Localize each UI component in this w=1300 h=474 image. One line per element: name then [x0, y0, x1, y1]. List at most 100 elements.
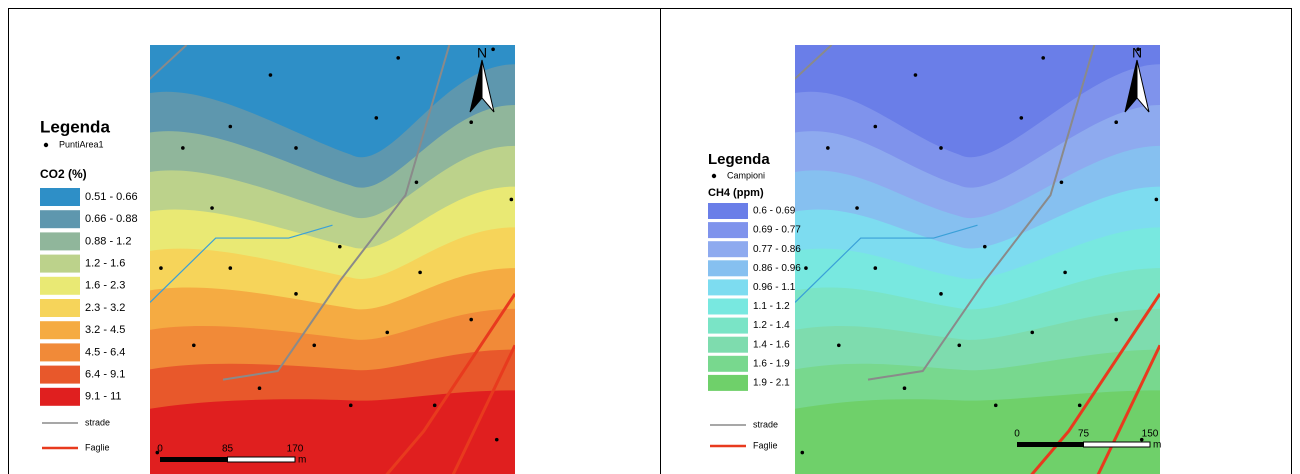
legend-swatch [40, 299, 80, 317]
scale-bar [227, 456, 296, 463]
legend-label: 1.2 - 1.6 [85, 258, 125, 270]
sample-point [396, 56, 401, 60]
sample-point [414, 180, 419, 185]
legend-swatch [708, 298, 748, 315]
scale-label: 0 [157, 444, 163, 455]
legend-title: Legenda [40, 117, 110, 136]
legend-swatch [40, 188, 80, 206]
sample-point [1114, 317, 1118, 322]
legend-label: 1.9 - 2.1 [753, 378, 790, 389]
scale-bar [1017, 442, 1084, 447]
north-label: N [1132, 45, 1142, 61]
sample-point [494, 437, 499, 442]
sample-point [873, 124, 878, 129]
sample-point [491, 47, 495, 52]
sample-point [469, 120, 474, 125]
sample-point [385, 330, 390, 335]
legend-label: 1.1 - 1.2 [753, 301, 790, 312]
contour-band [150, 45, 515, 158]
legend-swatch [40, 232, 80, 251]
sample-point [348, 403, 353, 408]
legend-swatch [708, 203, 748, 219]
sample-point [913, 73, 918, 77]
legend-road-label: strade [85, 417, 110, 427]
sample-point [1114, 120, 1118, 125]
map [150, 45, 515, 474]
sample-point [1063, 270, 1067, 275]
sample-point [228, 266, 233, 270]
legend-swatch [40, 387, 80, 406]
road [795, 45, 833, 81]
stream [150, 224, 333, 303]
north-arrow [1124, 59, 1138, 113]
sample-point [338, 244, 342, 249]
sample-point [1041, 56, 1045, 60]
fault [1096, 344, 1160, 474]
sample-point [1030, 330, 1035, 335]
legend-swatch [708, 355, 748, 372]
legend-label: 1.6 - 2.3 [85, 280, 125, 292]
legend-swatch [708, 279, 748, 296]
legend-swatch [708, 374, 748, 391]
sample-point [294, 146, 298, 150]
legend-label: 9.1 - 11 [85, 391, 122, 403]
legend-fault-label: Faglie [85, 442, 110, 452]
legend-swatch [708, 336, 748, 353]
legend-point-label: PuntiArea1 [59, 139, 104, 149]
frame [8, 8, 1292, 474]
scale-label: 170 [287, 444, 304, 455]
scale-label: 0 [1014, 429, 1020, 440]
sample-point [192, 343, 196, 348]
sample-point [210, 206, 214, 210]
sample-point [312, 343, 317, 348]
scale-bar [160, 457, 228, 462]
legend-swatch [40, 343, 80, 362]
sample-point [939, 146, 943, 150]
scale-unit: m [298, 455, 306, 466]
legend-label: 0.6 - 0.69 [753, 206, 796, 217]
sample-point [1077, 403, 1082, 408]
legend-swatch [40, 254, 80, 273]
sample-point [1139, 437, 1144, 442]
sample-point [1154, 197, 1159, 202]
legend-road-label: strade [753, 419, 778, 429]
north-arrow [469, 59, 483, 113]
scale-unit: m [1153, 440, 1161, 451]
road [867, 45, 1096, 381]
legend-label: 1.6 - 1.9 [753, 358, 790, 369]
legend-label: 1.2 - 1.4 [753, 320, 790, 331]
legend-label: 2.3 - 3.2 [85, 302, 125, 314]
sample-point [1059, 180, 1064, 185]
legend-swatch [40, 321, 80, 340]
legend-swatch [708, 260, 748, 277]
legend-label: 4.5 - 6.4 [85, 346, 125, 358]
legend-swatch [708, 241, 748, 258]
sample-point [1136, 47, 1140, 52]
contour-band [795, 45, 1160, 158]
sample-point [902, 386, 907, 391]
variable-title: CO2 (%) [40, 167, 87, 181]
sample-point [837, 343, 841, 348]
sample-point [155, 450, 160, 455]
variable-title: CH4 (ppm) [708, 187, 764, 199]
sample-point [800, 450, 805, 455]
legend-swatch [708, 317, 748, 334]
sample-point [268, 73, 273, 77]
sample-point [374, 116, 379, 120]
sample-point [257, 386, 262, 391]
scale-label: 150 [1142, 429, 1159, 440]
fault [1030, 292, 1160, 474]
legend-swatch [40, 365, 80, 384]
scale-bar [1083, 441, 1151, 448]
scale-label: 75 [1078, 429, 1090, 440]
sample-point [993, 403, 998, 408]
legend-label: 3.2 - 4.5 [85, 324, 125, 336]
sample-point [983, 244, 987, 249]
map [795, 45, 1160, 474]
legend-label: 0.66 - 0.88 [85, 213, 138, 225]
sample-point [957, 343, 962, 348]
legend-label: 0.77 - 0.86 [753, 244, 801, 255]
legend-label: 0.69 - 0.77 [753, 225, 801, 236]
sample-point [804, 266, 808, 270]
